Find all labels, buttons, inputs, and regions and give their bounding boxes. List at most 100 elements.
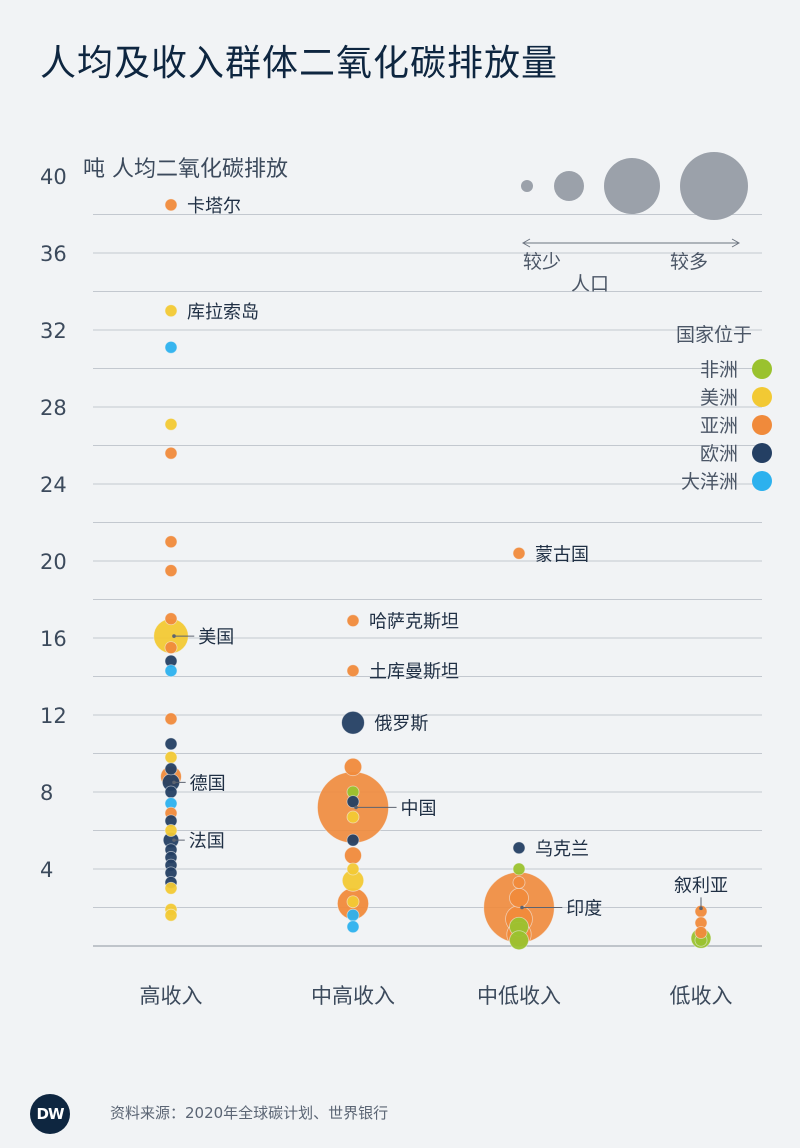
arrow-left-icon	[521, 238, 531, 248]
y-tick-label: 12	[40, 704, 67, 728]
y-tick-label: 32	[40, 319, 67, 343]
bubble	[164, 762, 178, 776]
arrow-right-icon	[731, 238, 741, 248]
dw-logo: DW	[30, 1094, 70, 1134]
size-legend-bubble-s	[554, 171, 584, 201]
region-legend-title: 国家位于	[676, 324, 752, 346]
source-note: 资料来源：2020年全球碳计划、世界银行	[110, 1104, 389, 1122]
callout-label: 中国	[401, 798, 437, 819]
region-legend-label: 非洲	[700, 359, 738, 381]
category-labels: 高收入 中高收入 中低收入 低收入	[140, 984, 733, 1008]
bubble	[346, 920, 360, 934]
bubble	[512, 862, 526, 876]
bubble	[164, 881, 178, 895]
bubble	[344, 846, 362, 865]
bubble	[346, 795, 360, 809]
bubble	[164, 198, 178, 212]
x-category-label: 中低收入	[477, 984, 561, 1008]
y-tick-label: 20	[40, 550, 67, 574]
y-tick-label: 28	[40, 396, 67, 420]
bubble	[164, 785, 178, 799]
gridlines	[93, 214, 762, 947]
callout-dot	[172, 780, 176, 785]
bubble	[509, 887, 529, 908]
bubble	[346, 833, 360, 847]
bubble	[164, 535, 178, 549]
callout-dot	[172, 634, 176, 638]
callout-label: 蒙古国	[535, 544, 589, 565]
x-category-label: 高收入	[140, 984, 203, 1008]
region-legend-label: 亚洲	[700, 415, 738, 437]
region-legend-swatch	[752, 443, 772, 463]
bubble	[346, 862, 360, 876]
bubbles	[153, 198, 712, 951]
bubble	[164, 340, 178, 354]
bubble	[509, 930, 529, 951]
bubble	[164, 908, 178, 922]
region-legend-swatch	[752, 359, 772, 379]
y-tick-label: 24	[40, 473, 67, 497]
bubble	[164, 712, 178, 726]
size-legend-bubble-m	[604, 158, 660, 214]
bubble	[512, 546, 526, 560]
region-legend-swatch	[752, 387, 772, 407]
bubble	[341, 710, 365, 735]
callout-dot	[354, 805, 358, 810]
region-legend-label: 欧洲	[700, 443, 738, 465]
y-tick-label: 36	[40, 242, 67, 266]
footer: DW 资料来源：2020年全球碳计划、世界银行	[0, 1090, 800, 1134]
callout-label: 库拉索岛	[187, 302, 259, 323]
bubble	[164, 737, 178, 751]
region-legend-swatch	[752, 415, 772, 435]
bubble	[164, 824, 178, 837]
y-tick-label: 16	[40, 627, 67, 651]
bubble	[164, 564, 178, 578]
y-tick-label: 40	[40, 165, 67, 189]
callout-label: 美国	[198, 627, 234, 648]
bubble	[512, 876, 526, 889]
size-legend-title: 人口	[571, 273, 609, 295]
region-legend-swatch	[752, 471, 772, 491]
y-tick-labels: 4 8 12 16 20 24 28 32 36 40	[40, 165, 67, 882]
bubble	[346, 908, 360, 922]
bubble-chart: 4 8 12 16 20 24 28 32 36 40 吨 人均二氧化碳排放 卡塔尔库拉索岛美国德…	[40, 152, 772, 1008]
bubble	[343, 757, 363, 777]
callout-label: 印度	[566, 899, 602, 920]
bubble	[346, 664, 360, 678]
bubble	[164, 750, 178, 764]
y-tick-label: 8	[40, 781, 53, 805]
callout-label: 法国	[189, 831, 225, 852]
bubble	[164, 612, 178, 626]
size-legend-more: 较多	[670, 251, 708, 273]
callout-dot	[699, 906, 703, 911]
bubble	[164, 641, 178, 655]
size-legend-bubble-l	[680, 152, 748, 220]
bubble	[164, 446, 178, 460]
size-legend-bubble-xs	[521, 180, 533, 192]
callout-dot	[520, 905, 524, 910]
bubble	[346, 810, 360, 824]
bubble	[512, 841, 526, 855]
chart-title: 人均及收入群体二氧化碳排放量	[40, 43, 559, 84]
region-legend-label: 大洋洲	[681, 471, 738, 493]
x-category-label: 中高收入	[311, 984, 395, 1008]
y-tick-label: 4	[40, 858, 53, 882]
region-legend-label: 美洲	[700, 387, 738, 409]
bubble	[694, 926, 708, 939]
bubble	[164, 417, 178, 431]
bubble	[164, 304, 178, 318]
callout-label: 乌克兰	[535, 839, 589, 860]
size-legend: 较少 较多 人口	[521, 152, 748, 295]
callout-label: 俄罗斯	[374, 714, 428, 735]
y-axis-label: 吨 人均二氧化碳排放	[83, 157, 288, 182]
callout-label: 哈萨克斯坦	[369, 612, 459, 633]
bubble	[346, 895, 360, 909]
callout-label: 土库曼斯坦	[369, 662, 459, 683]
callout-label: 德国	[190, 773, 226, 794]
bubble	[164, 664, 178, 678]
x-category-label: 低收入	[670, 984, 733, 1008]
callout-dot	[172, 838, 176, 842]
callout-label: 卡塔尔	[187, 196, 241, 217]
